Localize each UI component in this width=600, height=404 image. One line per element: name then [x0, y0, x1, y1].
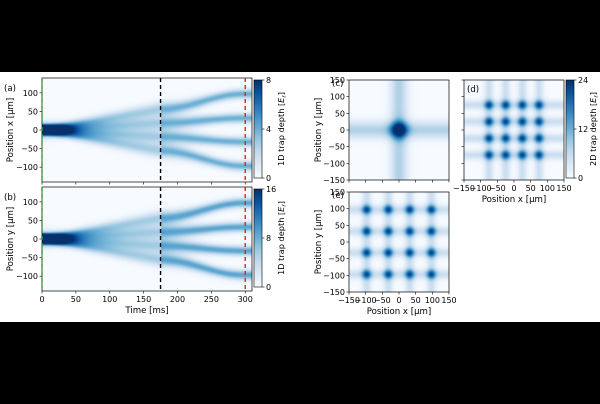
a-ytick-label: 100	[23, 89, 38, 98]
b-ylabel: Position y [µm]	[6, 207, 16, 272]
e-ytick-label: 100	[330, 205, 345, 214]
d-xtick-label: −100	[470, 184, 492, 193]
b-colorbar-tick-label: 0	[266, 283, 271, 292]
e-xtick-label: 50	[411, 296, 421, 305]
a-colorbar-tick-label: 0	[266, 174, 271, 183]
e-xtick-label: 150	[441, 296, 456, 305]
e-ytick-label: −150	[323, 288, 345, 297]
d-xtick-label: 100	[540, 184, 555, 193]
e-xlabel: Position x [µm]	[367, 307, 432, 317]
d-xtick-label: 50	[526, 184, 536, 193]
a-ylabel: Position x [µm]	[6, 98, 16, 163]
b-xtick-label: 50	[71, 295, 81, 304]
b-colorbar-label: 1D trap depth [Er]	[276, 201, 288, 275]
d-xtick-label: −50	[489, 184, 506, 193]
c-ytick-label: −100	[323, 159, 345, 168]
b-heatmap	[42, 187, 252, 291]
a-colorbar-tick-label: 8	[266, 76, 271, 85]
c-ytick-label: 100	[330, 93, 345, 102]
c-ytick-label: 0	[340, 126, 345, 135]
c-ytick-label: −150	[323, 176, 345, 185]
b-colorbar-tick-label: 16	[266, 185, 276, 194]
c-ytick-label: 50	[335, 109, 345, 118]
b-ytick-label: 0	[33, 235, 38, 244]
e-heatmap	[349, 192, 449, 292]
d-xtick-label: −150	[453, 184, 475, 193]
b-xtick-label: 300	[238, 295, 253, 304]
b-ytick-label: −50	[21, 254, 38, 263]
d-panel-label: (d)	[467, 85, 479, 95]
d-colorbar-label: 2D trap depth [Er]	[588, 92, 600, 166]
e-xtick-label: −150	[338, 296, 360, 305]
a-panel-label: (a)	[4, 84, 16, 94]
a-colorbar	[253, 79, 263, 179]
e-xtick-label: 0	[396, 296, 401, 305]
c-ylabel: Position y [µm]	[314, 98, 324, 163]
e-xtick-label: −50	[374, 296, 391, 305]
a-ytick-label: −100	[16, 163, 38, 172]
a-colorbar-tick-label: 4	[266, 125, 271, 134]
d-colorbar-tick-label: 12	[578, 125, 588, 134]
d-xtick-label: 0	[511, 184, 516, 193]
a-ytick-label: −50	[21, 145, 38, 154]
b-ytick-label: −100	[16, 272, 38, 281]
e-ytick-label: 50	[335, 221, 345, 230]
e-ytick-label: −50	[328, 255, 345, 264]
b-xtick-label: 0	[39, 295, 44, 304]
e-ytick-label: 150	[330, 188, 345, 197]
d-colorbar-tick-label: 24	[578, 76, 588, 85]
b-panel-label: (b)	[4, 193, 16, 203]
e-xtick-label: −100	[355, 296, 377, 305]
a-colorbar-label: 1D trap depth [Er]	[276, 92, 288, 166]
a-heatmap	[42, 78, 252, 182]
e-xtick-label: 100	[425, 296, 440, 305]
c-ytick-label: 150	[330, 76, 345, 85]
b-colorbar-tick-label: 8	[266, 234, 271, 243]
d-xtick-label: 150	[556, 184, 571, 193]
d-xlabel: Position x [µm]	[482, 195, 547, 205]
d-heatmap	[464, 80, 564, 180]
c-panel-label: (c)	[332, 79, 343, 89]
d-colorbar	[565, 79, 575, 179]
d-colorbar-tick-label: 0	[578, 174, 583, 183]
c-ytick-label: −50	[328, 143, 345, 152]
c-heatmap	[349, 80, 449, 180]
b-ytick-label: 50	[28, 216, 38, 225]
e-panel-label: (e)	[332, 191, 344, 201]
b-xtick-label: 200	[170, 295, 185, 304]
a-ytick-label: 0	[33, 126, 38, 135]
a-ytick-label: 50	[28, 107, 38, 116]
b-xlabel: Time [ms]	[124, 306, 168, 316]
b-colorbar	[253, 188, 263, 288]
e-ytick-label: 0	[340, 238, 345, 247]
e-ytick-label: −100	[323, 271, 345, 280]
b-xtick-label: 250	[204, 295, 219, 304]
b-xtick-label: 150	[136, 295, 151, 304]
e-ylabel: Position y [µm]	[314, 210, 324, 275]
b-ytick-label: 100	[23, 198, 38, 207]
b-xtick-label: 100	[102, 295, 117, 304]
